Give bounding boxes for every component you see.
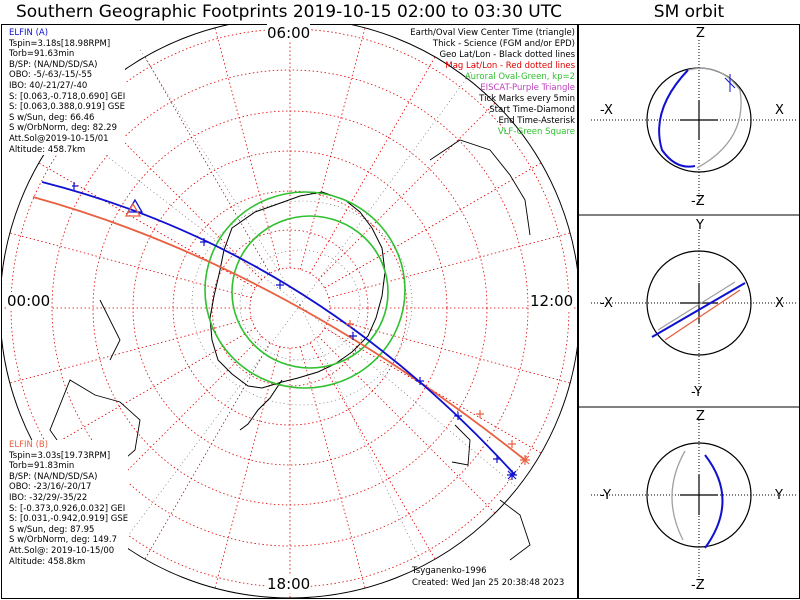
mag-meridian [328,317,571,384]
mag-meridian [144,56,271,274]
land-fragment-2 [99,299,121,361]
elfin-a-info: ELFIN (A) Tspin=3.18s[18.98RPM] Torb=91.63… [9,28,126,156]
land-fragment-3 [429,139,531,236]
elfin-b-end-asterisk [520,455,530,465]
mag-meridian [299,346,366,589]
elfin-b-line: Altitude: 458.8km [9,556,86,567]
sm3-left: -Y [600,488,612,503]
mag-meridian [324,162,542,289]
elfin-b-line: ELFIN (B) [9,440,49,450]
mag-meridian [309,56,436,274]
hour-label-right: 12:00 [530,292,574,310]
sm3-right: Y [775,488,783,503]
sm1-bottom: -Z [691,194,705,209]
mag-meridian [318,336,496,514]
sm-panel-1 [591,40,798,205]
plot-title: Southern Geographic Footprints 2019-10-1… [15,2,562,22]
elfin-b-line: IBO: -32/29/-35/22 [9,492,88,503]
elfin-a-line: Att.Sol@2019-10-15/01 [9,133,109,144]
elfin-b-track [32,196,526,461]
elfin-a-line: Altitude: 458.7km [9,144,86,155]
hour-label-top: 06:00 [267,24,311,42]
tasmania-coast [451,424,471,466]
sm3-bottom: -Z [691,578,705,593]
mag-meridian [214,27,281,270]
legend-entry: Tick Marks every 5min [479,94,575,104]
legend-entry: Thick - Science (FGM and/or EPD) [432,39,575,49]
elfin-b-line: S w/Sun, deg: 87.95 [9,524,95,535]
legend-entry: Geo Lat/Lon - Black dotted lines [439,50,575,60]
created-label: Created: Wed Jan 25 20:38:48 2023 [412,578,565,588]
mag-meridian [214,346,281,589]
mag-meridian [38,327,256,454]
sm2-bottom: -Y [691,385,703,400]
elfin-a-end-asterisk [507,470,517,480]
elfin-b-ticks [346,320,516,448]
elfin-b-line: Torb=91.83min [9,461,75,472]
elfin-b-line: Tspin=3.03s[19.73RPM] [9,450,111,461]
sm3-top: Z [696,409,705,424]
elfin-b-info: ELFIN (B) Tspin=3.03s[19.73RPM] Torb=91.83… [9,440,129,568]
mag-meridian [318,102,496,280]
sm2-top: Y [696,218,704,233]
elfin-a-line: S: [0.063,-0.718,0.690] GEI [9,91,126,102]
elfin-a-line: Torb=91.63min [9,49,75,60]
legend-entry: VLF-Green Square [497,127,575,137]
sm-panel-3 [591,420,798,590]
antarctica-coast [209,191,386,389]
elfin-a-line: OBO: -5/-63/-15/-55 [9,70,93,81]
hour-label-bottom: 18:00 [267,575,311,593]
legend-entry: Start Time-Diamond [489,105,575,115]
elfin-b-line: S: [0.031,-0.942,0.919] GSE [9,514,129,525]
sm1-top: Z [696,26,705,41]
peninsula-coast [239,379,283,431]
auroral-oval-outer [204,191,406,389]
elfin-a-line: S w/OrbNorm, deg: 82.29 [9,123,118,134]
mag-meridian [9,232,252,299]
elfin-a-line: ELFIN (A) [9,28,49,38]
auroral-oval-inner [231,215,389,369]
elfin-a-line: S w/Sun, deg: 66.46 [9,112,95,123]
mag-meridian [309,342,436,560]
elfin-a-line: B/SP: (NA/ND/SD/SA) [9,59,98,70]
elfin-b-line: S: [-0.373,0.926,0.032] GEI [9,503,126,514]
model-label: Tsyganenko-1996 [412,566,487,576]
sm2-left: -X [600,296,613,311]
hour-label-left: 00:00 [7,292,51,310]
sm1-right: X [775,103,784,118]
mag-meridian [299,27,366,270]
legend-entry: Auroral Oval-Green, kp=2 [464,72,575,82]
sm2-right: X [775,296,784,311]
legend-entry: Earth/Oval View Center Time (triangle) [410,28,575,38]
legend-entry: End Time-Asterisk [498,116,575,126]
elfin-b-line: S w/OrbNorm, deg: 149.7 [9,535,118,546]
mag-meridian [144,342,271,560]
elfin-a-line: Tspin=3.18s[18.98RPM] [9,38,111,49]
legend-entry: Mag Lat/Lon - Red dotted lines [445,61,575,71]
mag-meridian [328,232,571,299]
elfin-a-line: IBO: 40/-21/27/-40 [9,80,88,91]
elfin-b-center-triangle [124,202,142,217]
nz-coast [499,499,531,561]
sm-panel-2 [591,230,798,395]
elfin-a-ticks [72,182,501,463]
mag-meridian [38,162,256,289]
elfin-b-line: B/SP: (NA/ND/SD/SA) [9,471,98,482]
elfin-b-line: OBO: -23/16/-20/17 [9,482,92,493]
elfin-b-line: Att.Sol@: 2019-10-15/00 [9,545,115,556]
elfin-a-line: S: [0.063,0.388,0.919] GSE [9,102,126,113]
mag-meridian [9,317,252,384]
legend-entry: EISCAT-Purple Triangle [480,83,575,93]
sm-orbit-title: SM orbit [653,2,725,22]
legend: Earth/Oval View Center Time (triangle) Th… [275,28,575,138]
sm1-left: -X [600,103,613,118]
